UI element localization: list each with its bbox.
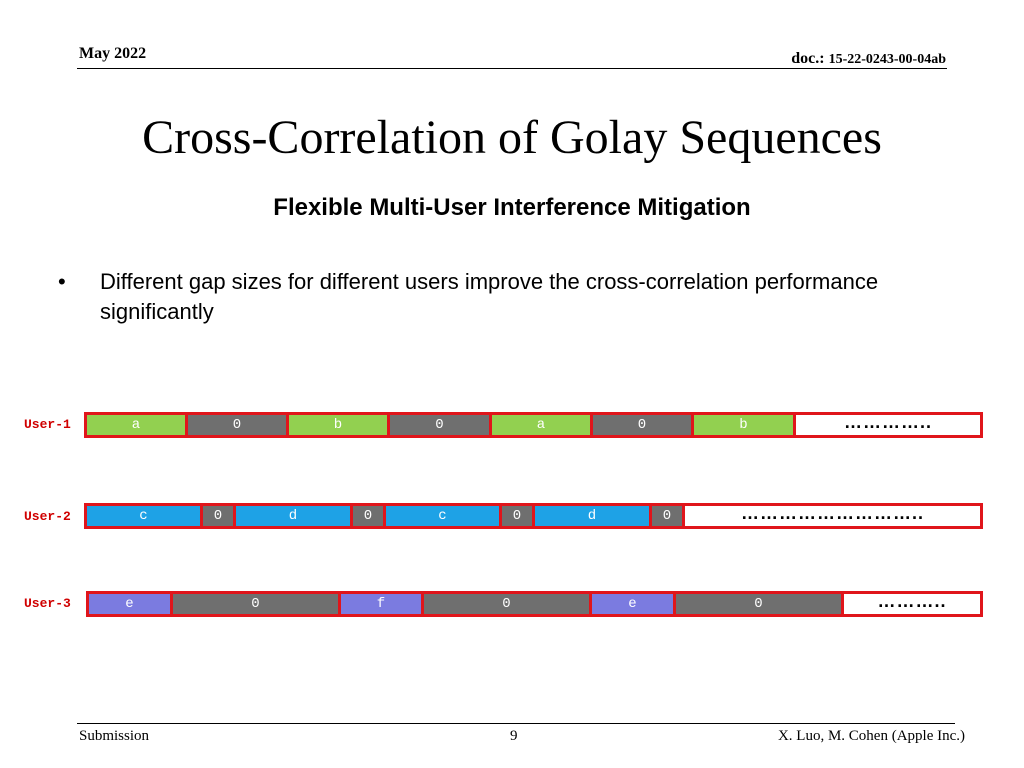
user-1-label: User-1 <box>24 417 71 432</box>
user-2-segment: 0 <box>200 503 236 529</box>
doc-label: doc.: <box>791 50 825 67</box>
user-3-label: User-3 <box>24 596 71 611</box>
user-3-segment: 0 <box>421 591 592 617</box>
user-2-segment: 0 <box>499 503 535 529</box>
bullet-marker: • <box>58 269 66 294</box>
slide-title: Cross-Correlation of Golay Sequences <box>142 111 882 164</box>
user-3-segment: 0 <box>673 591 844 617</box>
user-1-segment: 0 <box>387 412 492 438</box>
user-1-segment: a <box>84 412 188 438</box>
user-3-segment: e <box>589 591 676 617</box>
user-1-segment: a <box>489 412 593 438</box>
slide-subtitle: Flexible Multi-User Interference Mitigat… <box>273 194 751 221</box>
user-2-segment: d <box>233 503 353 529</box>
user-1-segment: 0 <box>185 412 289 438</box>
footer-submission: Submission <box>79 728 150 744</box>
footer-divider <box>77 723 955 724</box>
header-doc-id: doc.: 15-22-0243-00-04ab <box>791 50 946 68</box>
user-1-segment: b <box>691 412 796 438</box>
user-2-segment: d <box>532 503 652 529</box>
user-2-ellipsis: ……………………….. <box>682 503 983 529</box>
user-2-segment: 0 <box>350 503 386 529</box>
user-3-segment: e <box>86 591 173 617</box>
footer-page-number: 9 <box>510 728 518 744</box>
footer-authors: X. Luo, M. Cohen (Apple Inc.) <box>777 728 965 744</box>
header-date: May 2022 <box>79 45 147 62</box>
user-2-label: User-2 <box>24 509 71 524</box>
user-1-segment: b <box>286 412 390 438</box>
user-3-segment: f <box>338 591 424 617</box>
header-divider <box>77 68 947 69</box>
bullet-text: Different gap sizes for different users … <box>100 269 879 324</box>
user-2-segment: c <box>383 503 502 529</box>
user-3-ellipsis: ……….. <box>841 591 983 617</box>
user-1-segment: 0 <box>590 412 694 438</box>
user-3-segment: 0 <box>170 591 341 617</box>
user-2-segment: 0 <box>649 503 685 529</box>
user-1-ellipsis: ………….. <box>793 412 983 438</box>
user-2-segment: c <box>84 503 203 529</box>
doc-number: 15-22-0243-00-04ab <box>828 52 946 67</box>
